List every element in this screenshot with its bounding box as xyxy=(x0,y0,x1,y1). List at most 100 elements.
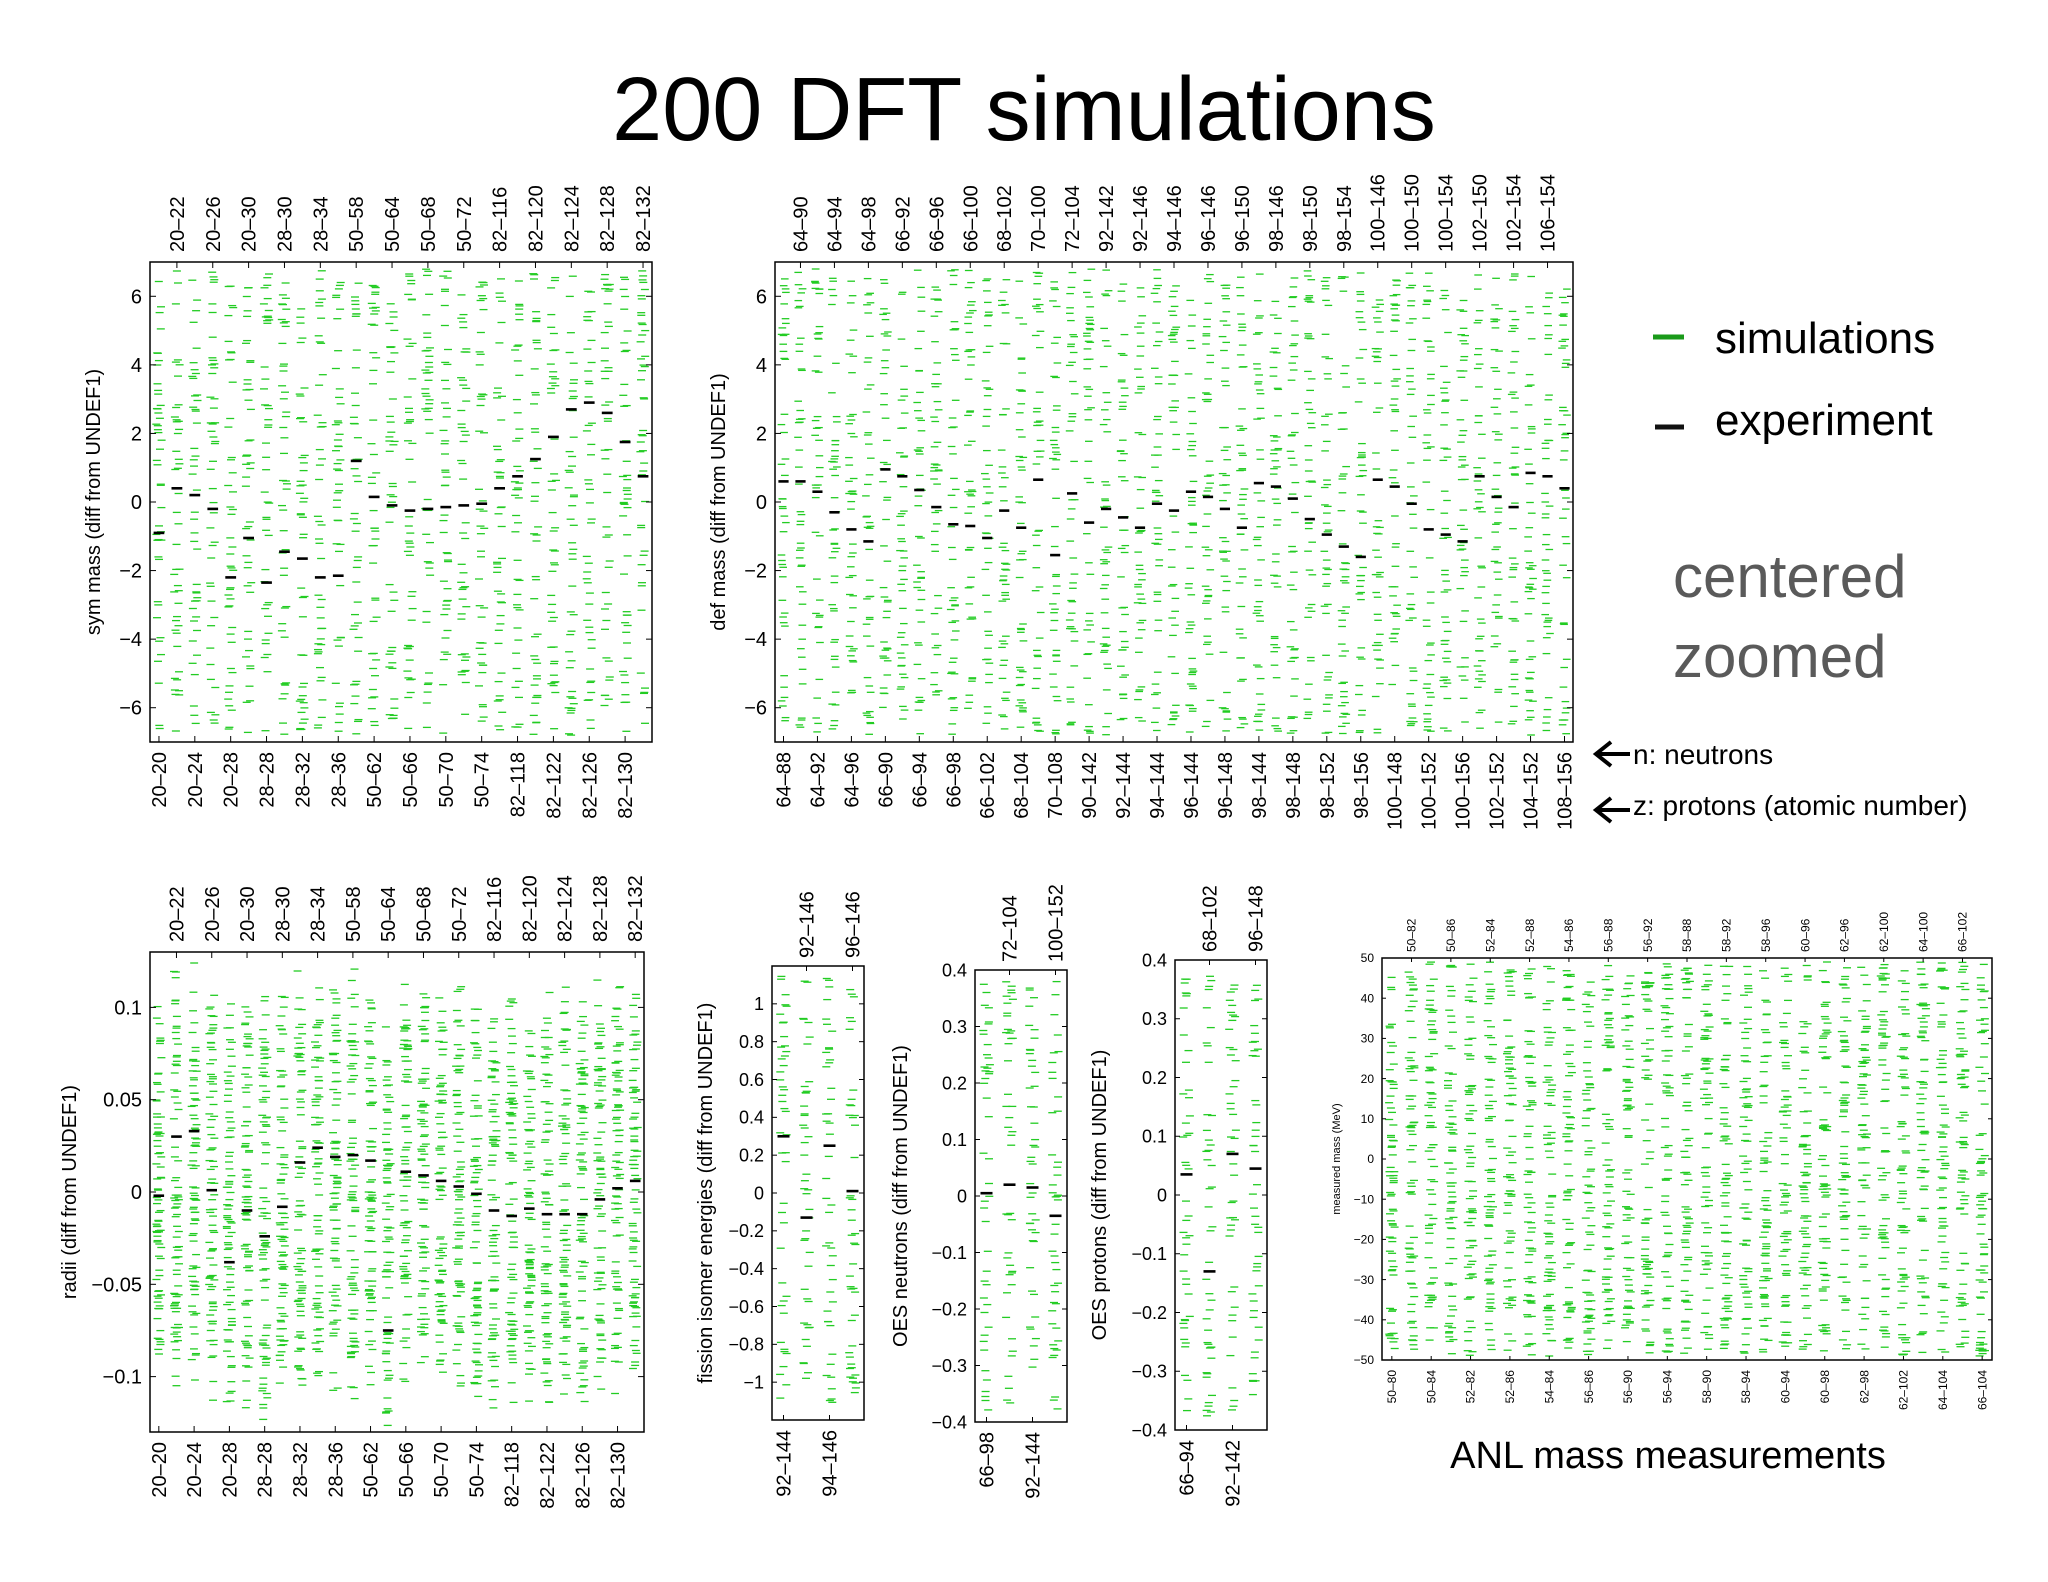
legend: simulations experiment xyxy=(1653,314,1935,445)
x-bottom-label: 98–156 xyxy=(1351,752,1373,819)
x-top-label: 100–146 xyxy=(1368,174,1390,252)
x-bottom-label: 28–36 xyxy=(328,752,350,808)
note-centered: centered xyxy=(1673,543,1907,610)
slide-title: 200 DFT simulations xyxy=(612,60,1436,160)
y-tick-label: 2 xyxy=(756,423,767,445)
x-bottom-label: 20–24 xyxy=(185,752,207,808)
x-top-label: 92–146 xyxy=(1130,185,1152,252)
x-top-label: 92–142 xyxy=(1096,185,1118,252)
x-top-label: 66–92 xyxy=(892,196,914,252)
y-tick-label: −4 xyxy=(744,629,767,651)
x-bottom-label: 50–74 xyxy=(472,752,494,808)
x-bottom-label: 28–32 xyxy=(292,752,314,808)
x-top-label: 28–30 xyxy=(274,196,296,252)
x-bottom-label: 102–152 xyxy=(1487,752,1509,830)
x-bottom-label: 100–152 xyxy=(1419,752,1441,830)
x-bottom-label: 50–66 xyxy=(400,752,422,808)
x-bottom-label: 64–96 xyxy=(841,752,863,808)
x-bottom-label: 28–28 xyxy=(257,752,279,808)
x-bottom-label: 64–92 xyxy=(807,752,829,808)
chart-def-mass: −6 −4 −2 0 2 4 6 def mass (diff from UNDEF1) 64–… xyxy=(708,174,1577,830)
x-bottom-label: 66–90 xyxy=(875,752,897,808)
y-tick-label: −4 xyxy=(119,629,142,651)
x-bottom-label: 20–28 xyxy=(221,752,243,808)
x-bottom-label: 98–152 xyxy=(1317,752,1339,819)
x-top-label: 50–72 xyxy=(454,196,476,252)
z-key-label: z: protons (atomic number) xyxy=(1633,790,1968,821)
x-axis-labels: 64–88 64–92 64–96 66–90 66–94 66–98 66–102 68–1… xyxy=(773,174,1576,830)
x-bottom-label: 82–130 xyxy=(615,752,637,819)
x-top-label: 64–90 xyxy=(790,196,812,252)
x-bottom-label: 20–20 xyxy=(149,752,171,808)
experiment-series xyxy=(153,401,649,584)
legend-simulations-label: simulations xyxy=(1715,314,1935,363)
x-bottom-label: 70–108 xyxy=(1045,752,1067,819)
x-top-label: 98–150 xyxy=(1300,185,1322,252)
x-bottom-label: 108–156 xyxy=(1555,752,1577,830)
n-key-label: n: neutrons xyxy=(1633,739,1773,770)
y-axis: −6 −4 −2 0 2 4 6 xyxy=(744,286,1573,720)
x-bottom-label: 66–98 xyxy=(943,752,965,808)
y-tick-label: −2 xyxy=(119,561,142,583)
axis-key: n: neutrons z: protons (atomic number) xyxy=(1592,739,1968,824)
y-tick-label: 4 xyxy=(131,355,142,377)
x-top-label: 82–124 xyxy=(561,185,583,252)
x-bottom-label: 64–88 xyxy=(773,752,795,808)
arrow-left-icon xyxy=(1592,740,1630,768)
x-top-label: 100–154 xyxy=(1436,174,1458,252)
simulations-series xyxy=(152,962,642,1427)
x-top-label: 82–128 xyxy=(597,185,619,252)
x-bottom-label: 96–148 xyxy=(1215,752,1237,819)
plot-frame xyxy=(149,951,645,1433)
x-bottom-label: 98–144 xyxy=(1249,752,1271,819)
y-tick-label: 0 xyxy=(756,492,767,514)
x-bottom-label: 66–94 xyxy=(909,752,931,808)
x-top-label: 70–100 xyxy=(1028,185,1050,252)
x-top-label: 102–150 xyxy=(1470,174,1492,252)
x-bottom-label: 100–148 xyxy=(1385,752,1407,830)
x-top-label: 66–100 xyxy=(960,185,982,252)
y-axis-label: def mass (diff from UNDEF1) xyxy=(708,373,730,630)
x-top-label: 20–26 xyxy=(203,196,225,252)
x-top-label: 100–150 xyxy=(1402,174,1424,252)
x-bottom-label: 94–144 xyxy=(1147,752,1169,819)
x-bottom-label: 82–126 xyxy=(579,752,601,819)
x-top-label: 82–132 xyxy=(633,185,655,252)
x-top-label: 96–146 xyxy=(1198,185,1220,252)
x-bottom-label: 68–104 xyxy=(1011,752,1033,819)
anl-caption: ANL mass measurements xyxy=(1450,1435,1886,1477)
chart-sym-mass: −6 −4 −2 0 2 4 6 sym mass (diff from UNDEF1) 20–… xyxy=(83,185,655,819)
legend-experiment-label: experiment xyxy=(1715,396,1933,445)
x-bottom-label: 50–70 xyxy=(436,752,458,808)
y-tick-label: 2 xyxy=(131,423,142,445)
x-axis-labels: 20–20 20–24 20–28 28–28 28–32 28–36 50–62 50–66… xyxy=(149,185,655,819)
y-tick-label: 6 xyxy=(131,286,142,308)
x-top-label: 82–120 xyxy=(525,185,547,252)
x-top-label: 50–64 xyxy=(382,196,404,252)
x-top-label: 64–98 xyxy=(858,196,880,252)
x-top-label: 94–146 xyxy=(1164,185,1186,252)
x-top-label: 72–104 xyxy=(1062,185,1084,252)
y-tick-label: 0 xyxy=(131,492,142,514)
x-bottom-label: 98–148 xyxy=(1283,752,1305,819)
y-tick-label: 4 xyxy=(756,355,767,377)
x-bottom-label: 82–122 xyxy=(543,752,565,819)
x-bottom-label: 50–62 xyxy=(364,752,386,808)
x-top-label: 82–116 xyxy=(490,187,512,252)
y-tick-label: −6 xyxy=(119,698,142,720)
x-bottom-label: 104–152 xyxy=(1521,752,1543,830)
y-tick-label: 6 xyxy=(756,286,767,308)
y-tick-label: −2 xyxy=(744,561,767,583)
y-tick-label: −6 xyxy=(744,698,767,720)
experiment-series xyxy=(778,468,1570,559)
x-top-label: 50–58 xyxy=(346,196,368,252)
x-top-label: 20–22 xyxy=(167,196,189,252)
y-axis-label: sym mass (diff from UNDEF1) xyxy=(83,369,105,635)
x-top-label: 98–154 xyxy=(1334,185,1356,252)
y-axis: −6 −4 −2 0 2 4 6 xyxy=(119,286,652,720)
x-top-label: 66–96 xyxy=(926,196,948,252)
arrow-left-icon xyxy=(1592,796,1630,824)
x-top-label: 106–154 xyxy=(1538,174,1560,252)
